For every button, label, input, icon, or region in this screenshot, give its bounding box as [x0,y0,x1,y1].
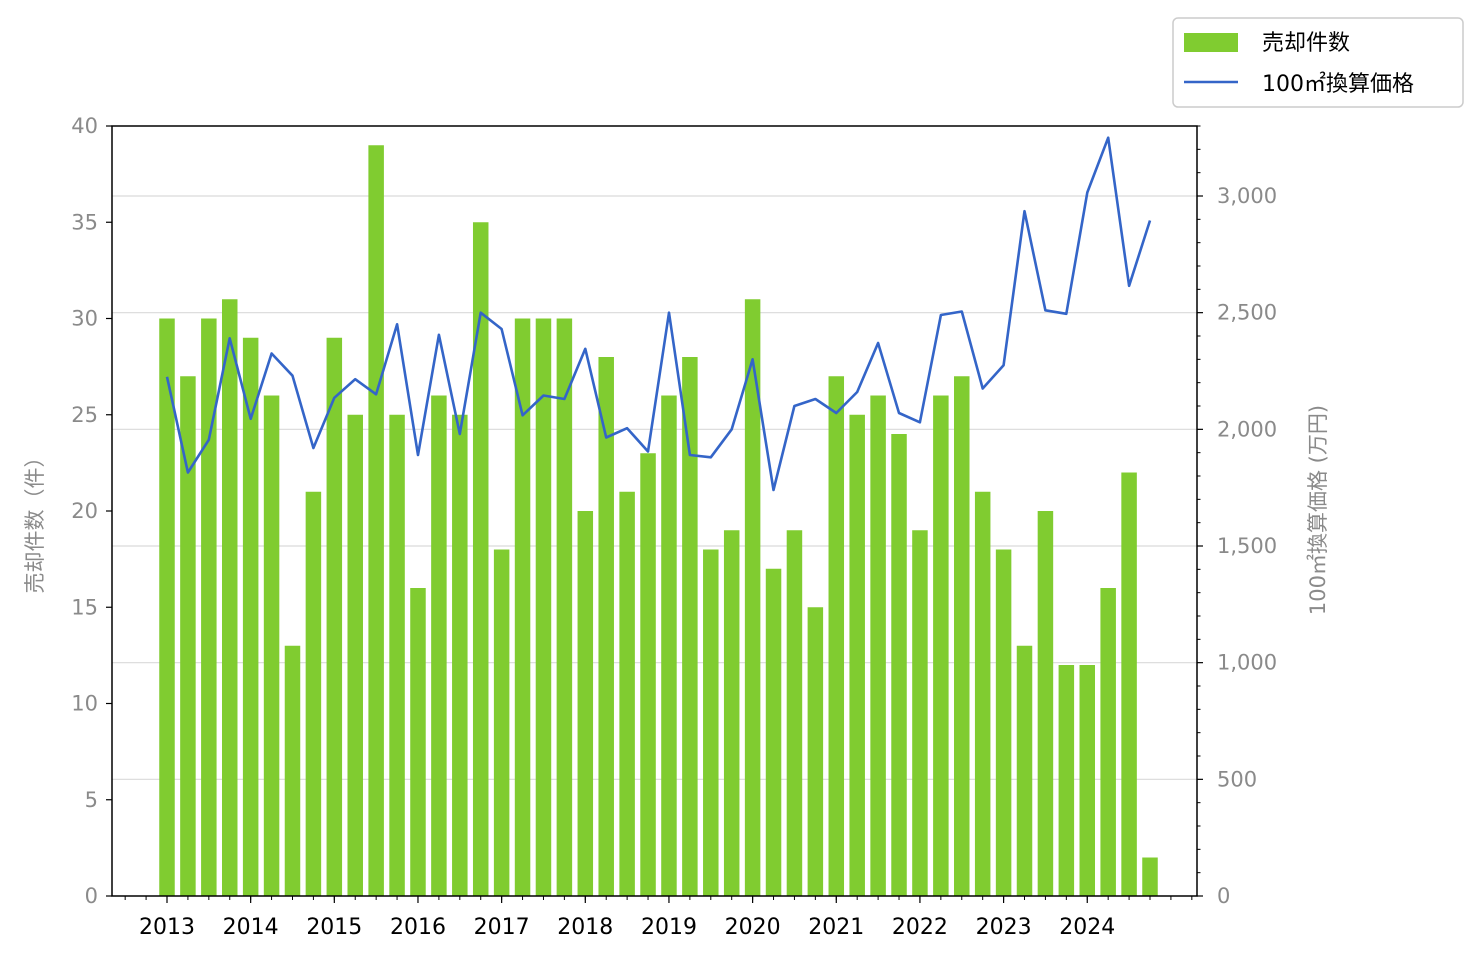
bar [682,357,698,896]
left-axis-title: 売却件数（件） [23,447,47,594]
bar [598,357,614,896]
legend-label-line: 100㎡換算価格 [1262,71,1414,97]
bar [1037,511,1054,896]
bar [1016,645,1033,896]
bar [577,511,594,896]
bar [974,491,991,896]
left-tick-label: 0 [85,884,98,908]
right-tick-label: 2,000 [1217,417,1277,441]
bar [995,549,1012,896]
bar [1100,588,1116,896]
x-tick-label: 2021 [808,915,864,940]
bar [201,318,217,896]
left-tick-label: 15 [71,595,98,619]
bar [786,530,803,896]
bar [703,549,719,896]
left-y-axis: 0 5 10 15 20 25 30 35 40 [71,114,112,908]
bar [661,395,677,896]
left-tick-label: 10 [71,692,98,716]
legend-label-bar: 売却件数 [1262,31,1350,56]
x-tick-label: 2015 [306,915,362,940]
bar [828,376,845,896]
bar [305,491,322,896]
x-axis: 2013 2014 2015 2016 2017 2018 2019 2020 2021 2022… [124,896,1193,940]
left-tick-label: 40 [71,114,98,138]
x-tick-label: 2014 [223,915,279,940]
right-tick-label: 1,500 [1217,534,1277,558]
x-tick-label: 2023 [976,915,1032,940]
bar [954,376,970,896]
x-tick-label: 2017 [474,915,530,940]
bar-series [159,145,1158,896]
bar [493,549,510,896]
bar [765,568,782,896]
bar [1058,665,1075,896]
bar [933,395,949,896]
bar [159,318,175,896]
bar [535,318,552,896]
bar [326,337,343,896]
right-tick-label: 2,500 [1217,301,1277,325]
right-tick-label: 500 [1217,767,1257,791]
bar [221,299,238,896]
bar [1079,665,1096,896]
left-tick-label: 25 [71,403,98,427]
bar [723,530,740,896]
bar [1142,857,1158,896]
x-tick-label: 2019 [641,915,697,940]
legend-bar-swatch [1184,33,1238,52]
left-tick-label: 35 [71,210,98,234]
bar [347,414,363,896]
right-y-axis: 0 500 1,000 1,500 2,000 2,500 3,000 [1197,125,1277,908]
right-axis-title: 100㎡換算価格 (万円) [1306,405,1330,615]
bar [431,395,447,896]
bar [640,453,656,896]
bar [912,530,928,896]
bar [744,299,761,896]
bar [389,414,405,896]
bar [452,414,468,896]
legend-frame [1172,17,1464,108]
bar [514,318,531,896]
x-tick-label: 2020 [725,915,781,940]
x-tick-label: 2016 [390,915,446,940]
bar [472,222,489,896]
left-tick-label: 5 [85,788,98,812]
right-tick-label: 3,000 [1217,184,1277,208]
x-tick-label: 2018 [557,915,613,940]
bar [849,414,865,896]
price-line [165,136,1152,492]
bar [180,376,196,896]
bar [870,395,886,896]
bar [1121,472,1137,896]
right-tick-label: 0 [1217,884,1230,908]
bar [263,395,280,896]
bar [619,491,635,896]
bar [368,145,384,896]
line-series [165,136,1152,492]
x-tick-label: 2022 [892,915,948,940]
bar [891,434,907,896]
right-tick-label: 1,000 [1217,651,1277,675]
bar [242,337,259,896]
x-tick-label: 2013 [139,915,195,940]
x-tick-label: 2024 [1059,915,1115,940]
legend: 売却件数 100㎡換算価格 [1172,17,1464,108]
left-tick-label: 30 [71,307,98,331]
bar [556,318,573,896]
left-tick-label: 20 [71,499,98,523]
bar [284,645,301,896]
bar [807,607,824,896]
bar [410,588,426,896]
